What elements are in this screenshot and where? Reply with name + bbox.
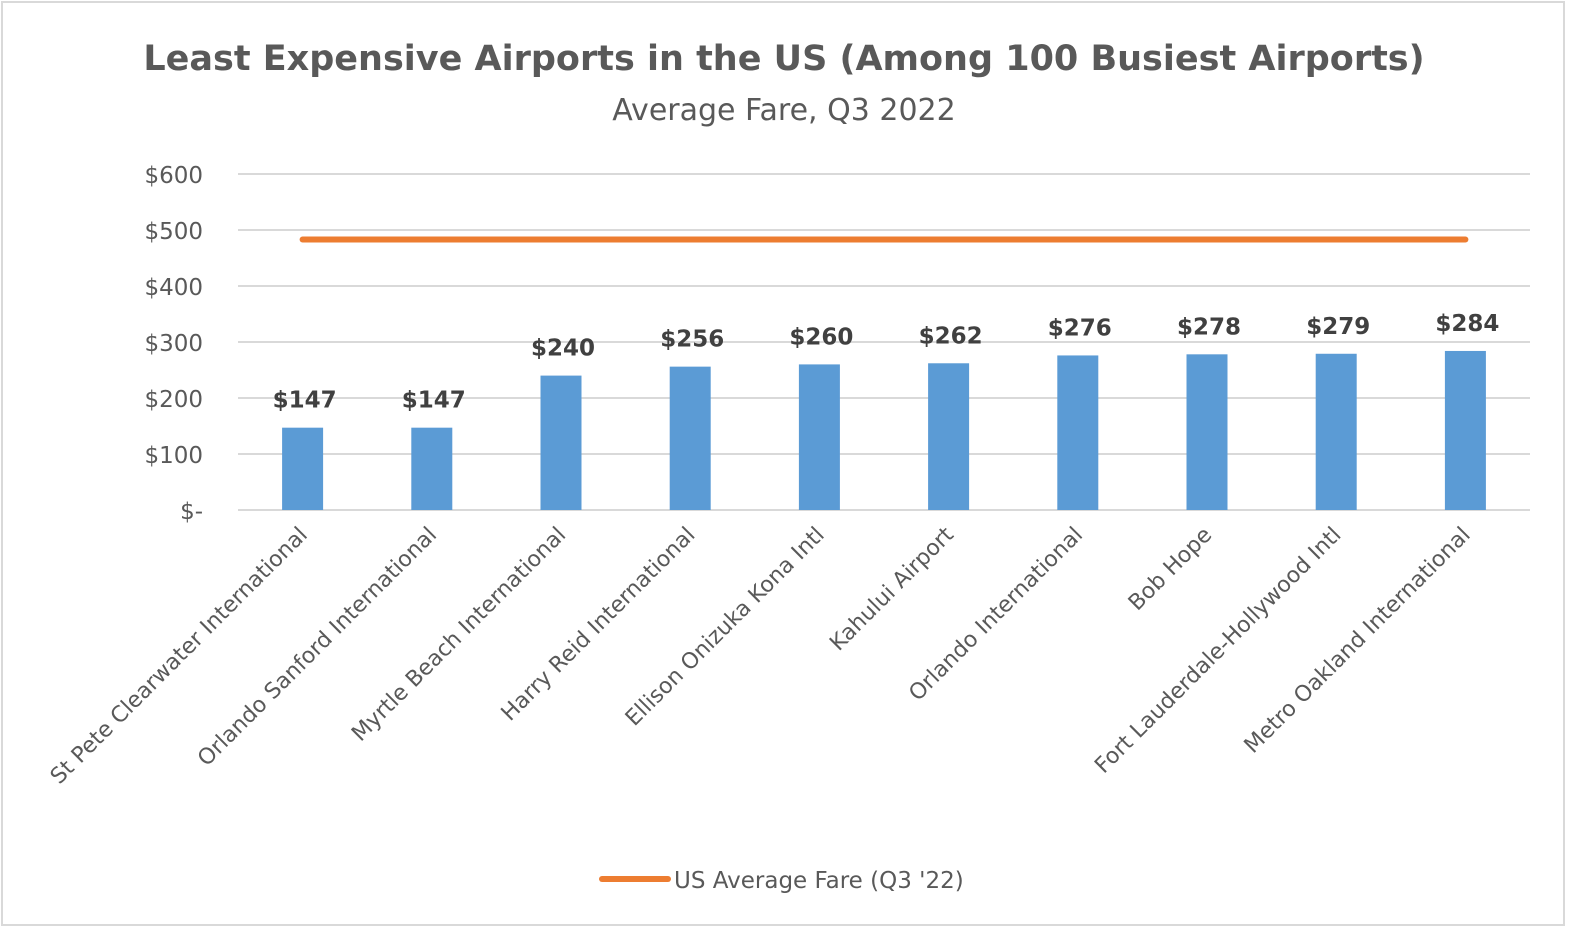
bar bbox=[1186, 354, 1228, 510]
data-label: $147 bbox=[273, 388, 337, 414]
x-tick-label: Orlando Sanford International bbox=[193, 523, 442, 772]
x-tick-label: Fort Lauderdale-Hollywood Intl bbox=[1090, 523, 1346, 779]
data-label: $276 bbox=[1048, 315, 1112, 341]
chart-border bbox=[1, 1, 1565, 926]
y-tick-label: $- bbox=[180, 499, 203, 525]
data-label: $262 bbox=[919, 323, 983, 349]
bar bbox=[540, 375, 582, 510]
data-label: $147 bbox=[402, 388, 466, 414]
data-label: $284 bbox=[1435, 311, 1499, 337]
data-label: $279 bbox=[1306, 314, 1370, 340]
legend: US Average Fare (Q3 '22) bbox=[599, 868, 964, 894]
bar bbox=[928, 363, 970, 510]
bar bbox=[1315, 353, 1357, 510]
bar bbox=[669, 366, 711, 510]
y-tick-label: $300 bbox=[144, 331, 203, 357]
data-label: $240 bbox=[531, 336, 595, 362]
x-tick-label: Metro Oakland International bbox=[1240, 523, 1476, 759]
bar bbox=[1057, 355, 1099, 510]
bar bbox=[282, 427, 324, 510]
x-tick-label: Myrtle Beach International bbox=[347, 523, 571, 747]
chart-title: Least Expensive Airports in the US (Amon… bbox=[143, 39, 1424, 79]
x-tick-label: St Pete Clearwater International bbox=[46, 523, 313, 790]
bar bbox=[411, 427, 453, 510]
y-tick-label: $500 bbox=[144, 219, 203, 245]
data-label: $256 bbox=[660, 327, 724, 353]
y-tick-label: $600 bbox=[144, 163, 203, 189]
legend-label-us-average: US Average Fare (Q3 '22) bbox=[674, 868, 964, 894]
x-tick-label: Kahului Airport bbox=[825, 522, 959, 656]
y-tick-label: $400 bbox=[144, 275, 203, 301]
x-tick-label: Bob Hope bbox=[1124, 523, 1217, 616]
y-tick-label: $200 bbox=[144, 387, 203, 413]
data-label: $278 bbox=[1177, 314, 1241, 340]
bar bbox=[798, 364, 840, 510]
y-tick-label: $100 bbox=[144, 443, 203, 469]
chart-subtitle: Average Fare, Q3 2022 bbox=[612, 93, 955, 128]
bar bbox=[1444, 350, 1486, 510]
data-label: $260 bbox=[789, 324, 853, 350]
